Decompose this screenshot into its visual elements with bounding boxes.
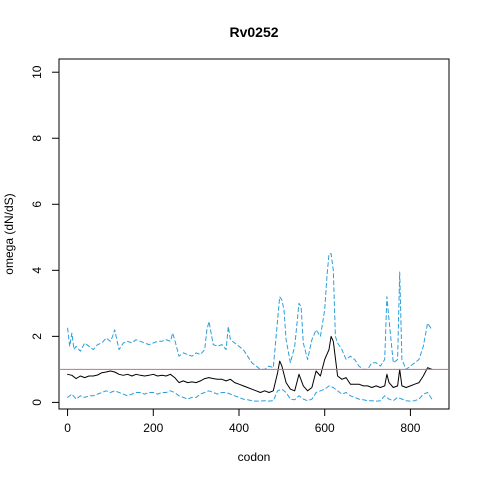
y-tick-label: 4 <box>30 267 44 274</box>
y-tick-label: 10 <box>30 65 44 79</box>
x-axis-label: codon <box>238 450 271 464</box>
plot-frame <box>58 58 450 410</box>
y-tick-label: 8 <box>30 135 44 142</box>
y-axis: 0 2 4 6 8 10 <box>30 65 60 406</box>
y-axis-label: omega (dN/dS) <box>2 193 16 274</box>
x-tick-label: 800 <box>400 421 420 435</box>
y-tick-label: 0 <box>30 399 44 406</box>
x-tick-label: 600 <box>315 421 335 435</box>
upper-bound-line <box>67 253 433 370</box>
chart-title: Rv0252 <box>229 24 278 40</box>
x-tick-label: 200 <box>143 421 163 435</box>
x-axis: 0 200 400 600 800 <box>64 408 421 435</box>
x-tick-label: 400 <box>229 421 249 435</box>
series-layer <box>59 253 449 402</box>
lower-bound-line <box>67 385 433 402</box>
omega-estimate-line <box>67 335 433 393</box>
y-tick-label: 2 <box>30 333 44 340</box>
x-tick-label: 0 <box>64 421 71 435</box>
y-tick-label: 6 <box>30 201 44 208</box>
